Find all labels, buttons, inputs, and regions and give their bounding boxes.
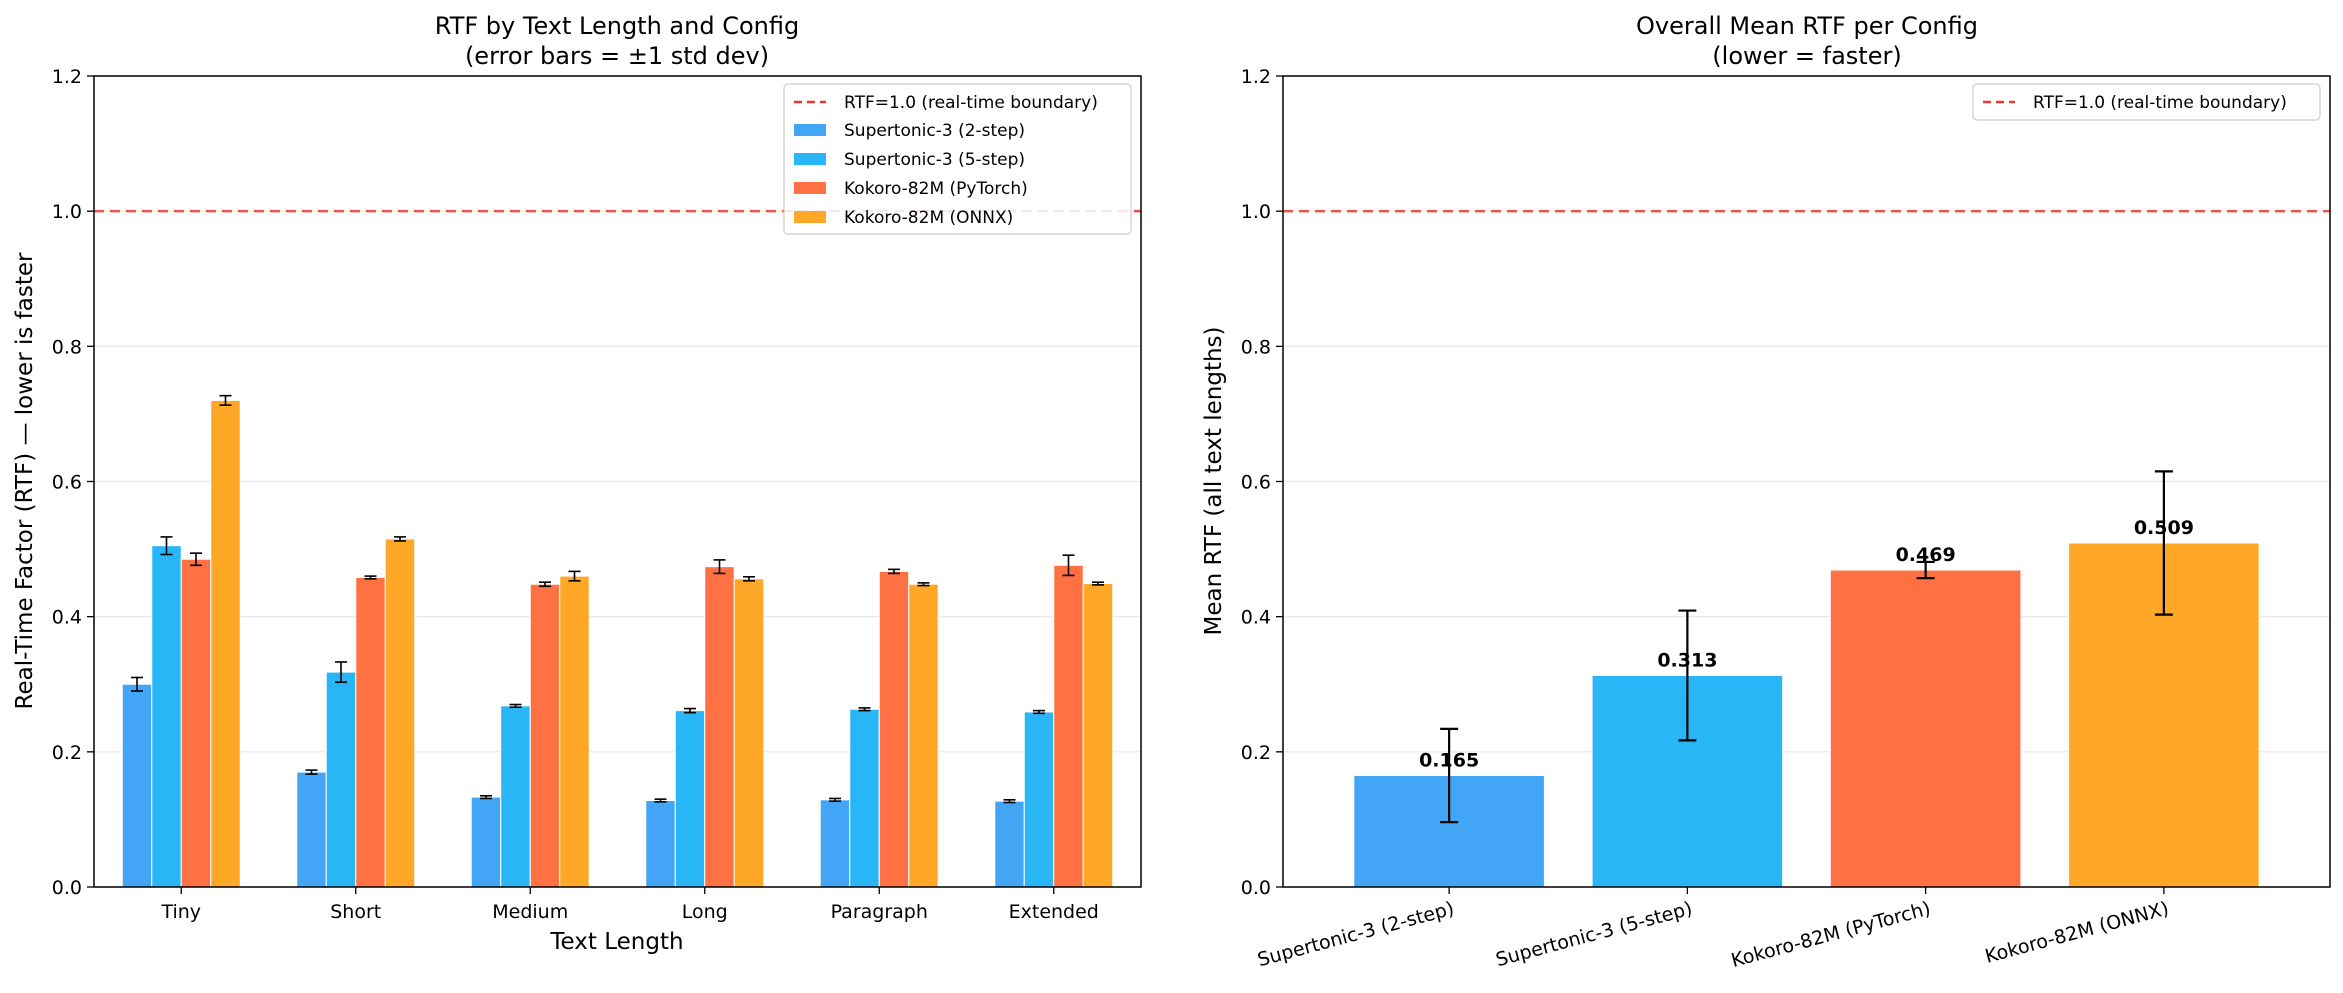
bar-kokoro-pytorch [529, 583, 561, 888]
bar-supertonic-2step [296, 771, 327, 888]
bar-value-label: 0.509 [2134, 517, 2194, 539]
bar-kokoro-pytorch [180, 558, 212, 888]
chart-right-title: Overall Mean RTF per Config [1636, 12, 1978, 40]
chart-left-error-bars [131, 394, 1104, 804]
bar-supertonic-5step [1023, 711, 1055, 888]
chart-left-bars [121, 399, 1114, 888]
chart-left-legend: RTF=1.0 (real-time boundary) Supertonic-… [783, 83, 1132, 235]
bar-supertonic-5step [849, 708, 880, 888]
bar-supertonic-5step [674, 710, 706, 888]
legend-label-kokoro-pytorch: Kokoro-82M (PyTorch) [844, 179, 1028, 199]
bar-kokoro-pytorch [1829, 569, 2022, 888]
chart-right-subtitle: (lower = faster) [1712, 42, 1901, 70]
legend-realtime-line-label: RTF=1.0 (real-time boundary) [2033, 93, 2287, 113]
legend-swatch-kokoro-onnx [794, 211, 826, 223]
bar-kokoro-onnx [908, 583, 939, 888]
bar-supertonic-2step [470, 796, 502, 888]
chart-right-error-bars [1440, 470, 2173, 824]
chart-right-value-labels: 0.165 0.313 0.469 0.509 [1419, 517, 2194, 771]
chart-left-y-ticks: 0.0 0.2 0.4 0.6 0.8 1.0 1.2 [52, 66, 94, 899]
y-tick-label: 0.8 [52, 336, 82, 358]
bar-value-label: 0.469 [1896, 544, 1956, 566]
x-tick-label: Long [682, 901, 728, 923]
chart-right-legend: RTF=1.0 (real-time boundary) [1972, 83, 2321, 121]
bar-kokoro-onnx [1082, 583, 1114, 888]
bar-kokoro-onnx [733, 578, 765, 888]
y-tick-label: 0.4 [1241, 607, 1271, 629]
bar-supertonic-5step [500, 705, 531, 888]
bar-kokoro-pytorch [1053, 564, 1084, 888]
chart-right-y-ticks: 0.0 0.2 0.4 0.6 0.8 1.0 1.2 [1241, 66, 1283, 899]
legend-realtime-line-label: RTF=1.0 (real-time boundary) [844, 93, 1098, 113]
chart-left-x-axis-label: Text Length [549, 929, 683, 955]
bar-kokoro-onnx [384, 538, 416, 888]
legend-swatch-supertonic-5step [794, 153, 826, 165]
bar-supertonic-2step [994, 800, 1025, 888]
legend-swatch-supertonic-2step [794, 124, 826, 136]
y-tick-label: 1.0 [52, 201, 82, 223]
y-tick-label: 0.6 [1241, 472, 1271, 494]
bar-supertonic-2step [121, 683, 153, 888]
x-tick-label: Tiny [160, 901, 201, 923]
x-tick-label: Short [330, 901, 381, 923]
y-tick-label: 0.2 [52, 742, 82, 764]
x-tick-label: Medium [492, 901, 568, 923]
x-tick-label: Extended [1009, 901, 1099, 923]
bar-supertonic-5step [151, 545, 182, 888]
bar-supertonic-2step [819, 799, 851, 888]
y-tick-label: 1.2 [52, 66, 82, 88]
chart-left-title: RTF by Text Length and Config [435, 12, 799, 40]
chart-right-y-axis-label: Mean RTF (all text lengths) [1201, 326, 1227, 635]
y-tick-label: 0.0 [52, 877, 82, 899]
legend-label-supertonic-2step: Supertonic-3 (2-step) [844, 121, 1025, 141]
legend-swatch-kokoro-pytorch [794, 182, 826, 194]
y-tick-label: 0.6 [52, 472, 82, 494]
chart-left-subtitle: (error bars = ±1 std dev) [465, 42, 769, 70]
bar-supertonic-2step [645, 799, 676, 888]
chart-right-legend-box [1972, 83, 2321, 121]
bar-kokoro-pytorch [878, 570, 910, 888]
bar-kokoro-pytorch [704, 566, 735, 888]
legend-label-kokoro-onnx: Kokoro-82M (ONNX) [844, 208, 1013, 228]
legend-label-supertonic-5step: Supertonic-3 (5-step) [844, 150, 1025, 170]
y-tick-label: 0.4 [52, 607, 82, 629]
chart-rtf-by-text-length: RTF by Text Length and Config (error bar… [12, 12, 1142, 955]
y-tick-label: 1.2 [1241, 66, 1271, 88]
bar-kokoro-onnx [559, 575, 590, 888]
y-tick-label: 1.0 [1241, 201, 1271, 223]
y-tick-label: 0.8 [1241, 336, 1271, 358]
chart-left-y-axis-label: Real-Time Factor (RTF) — lower is faster [12, 252, 38, 709]
bar-value-label: 0.313 [1657, 649, 1717, 671]
chart-left-legend-box [783, 83, 1132, 235]
bar-kokoro-onnx [210, 399, 241, 888]
bar-kokoro-pytorch [355, 576, 386, 888]
chart-left-x-ticks: Tiny Short Medium Long Paragraph Extended [160, 887, 1099, 923]
x-tick-label: Paragraph [831, 901, 928, 923]
bar-value-label: 0.165 [1419, 749, 1479, 771]
y-tick-label: 0.0 [1241, 877, 1271, 899]
y-tick-label: 0.2 [1241, 742, 1271, 764]
bar-supertonic-5step [325, 671, 357, 888]
